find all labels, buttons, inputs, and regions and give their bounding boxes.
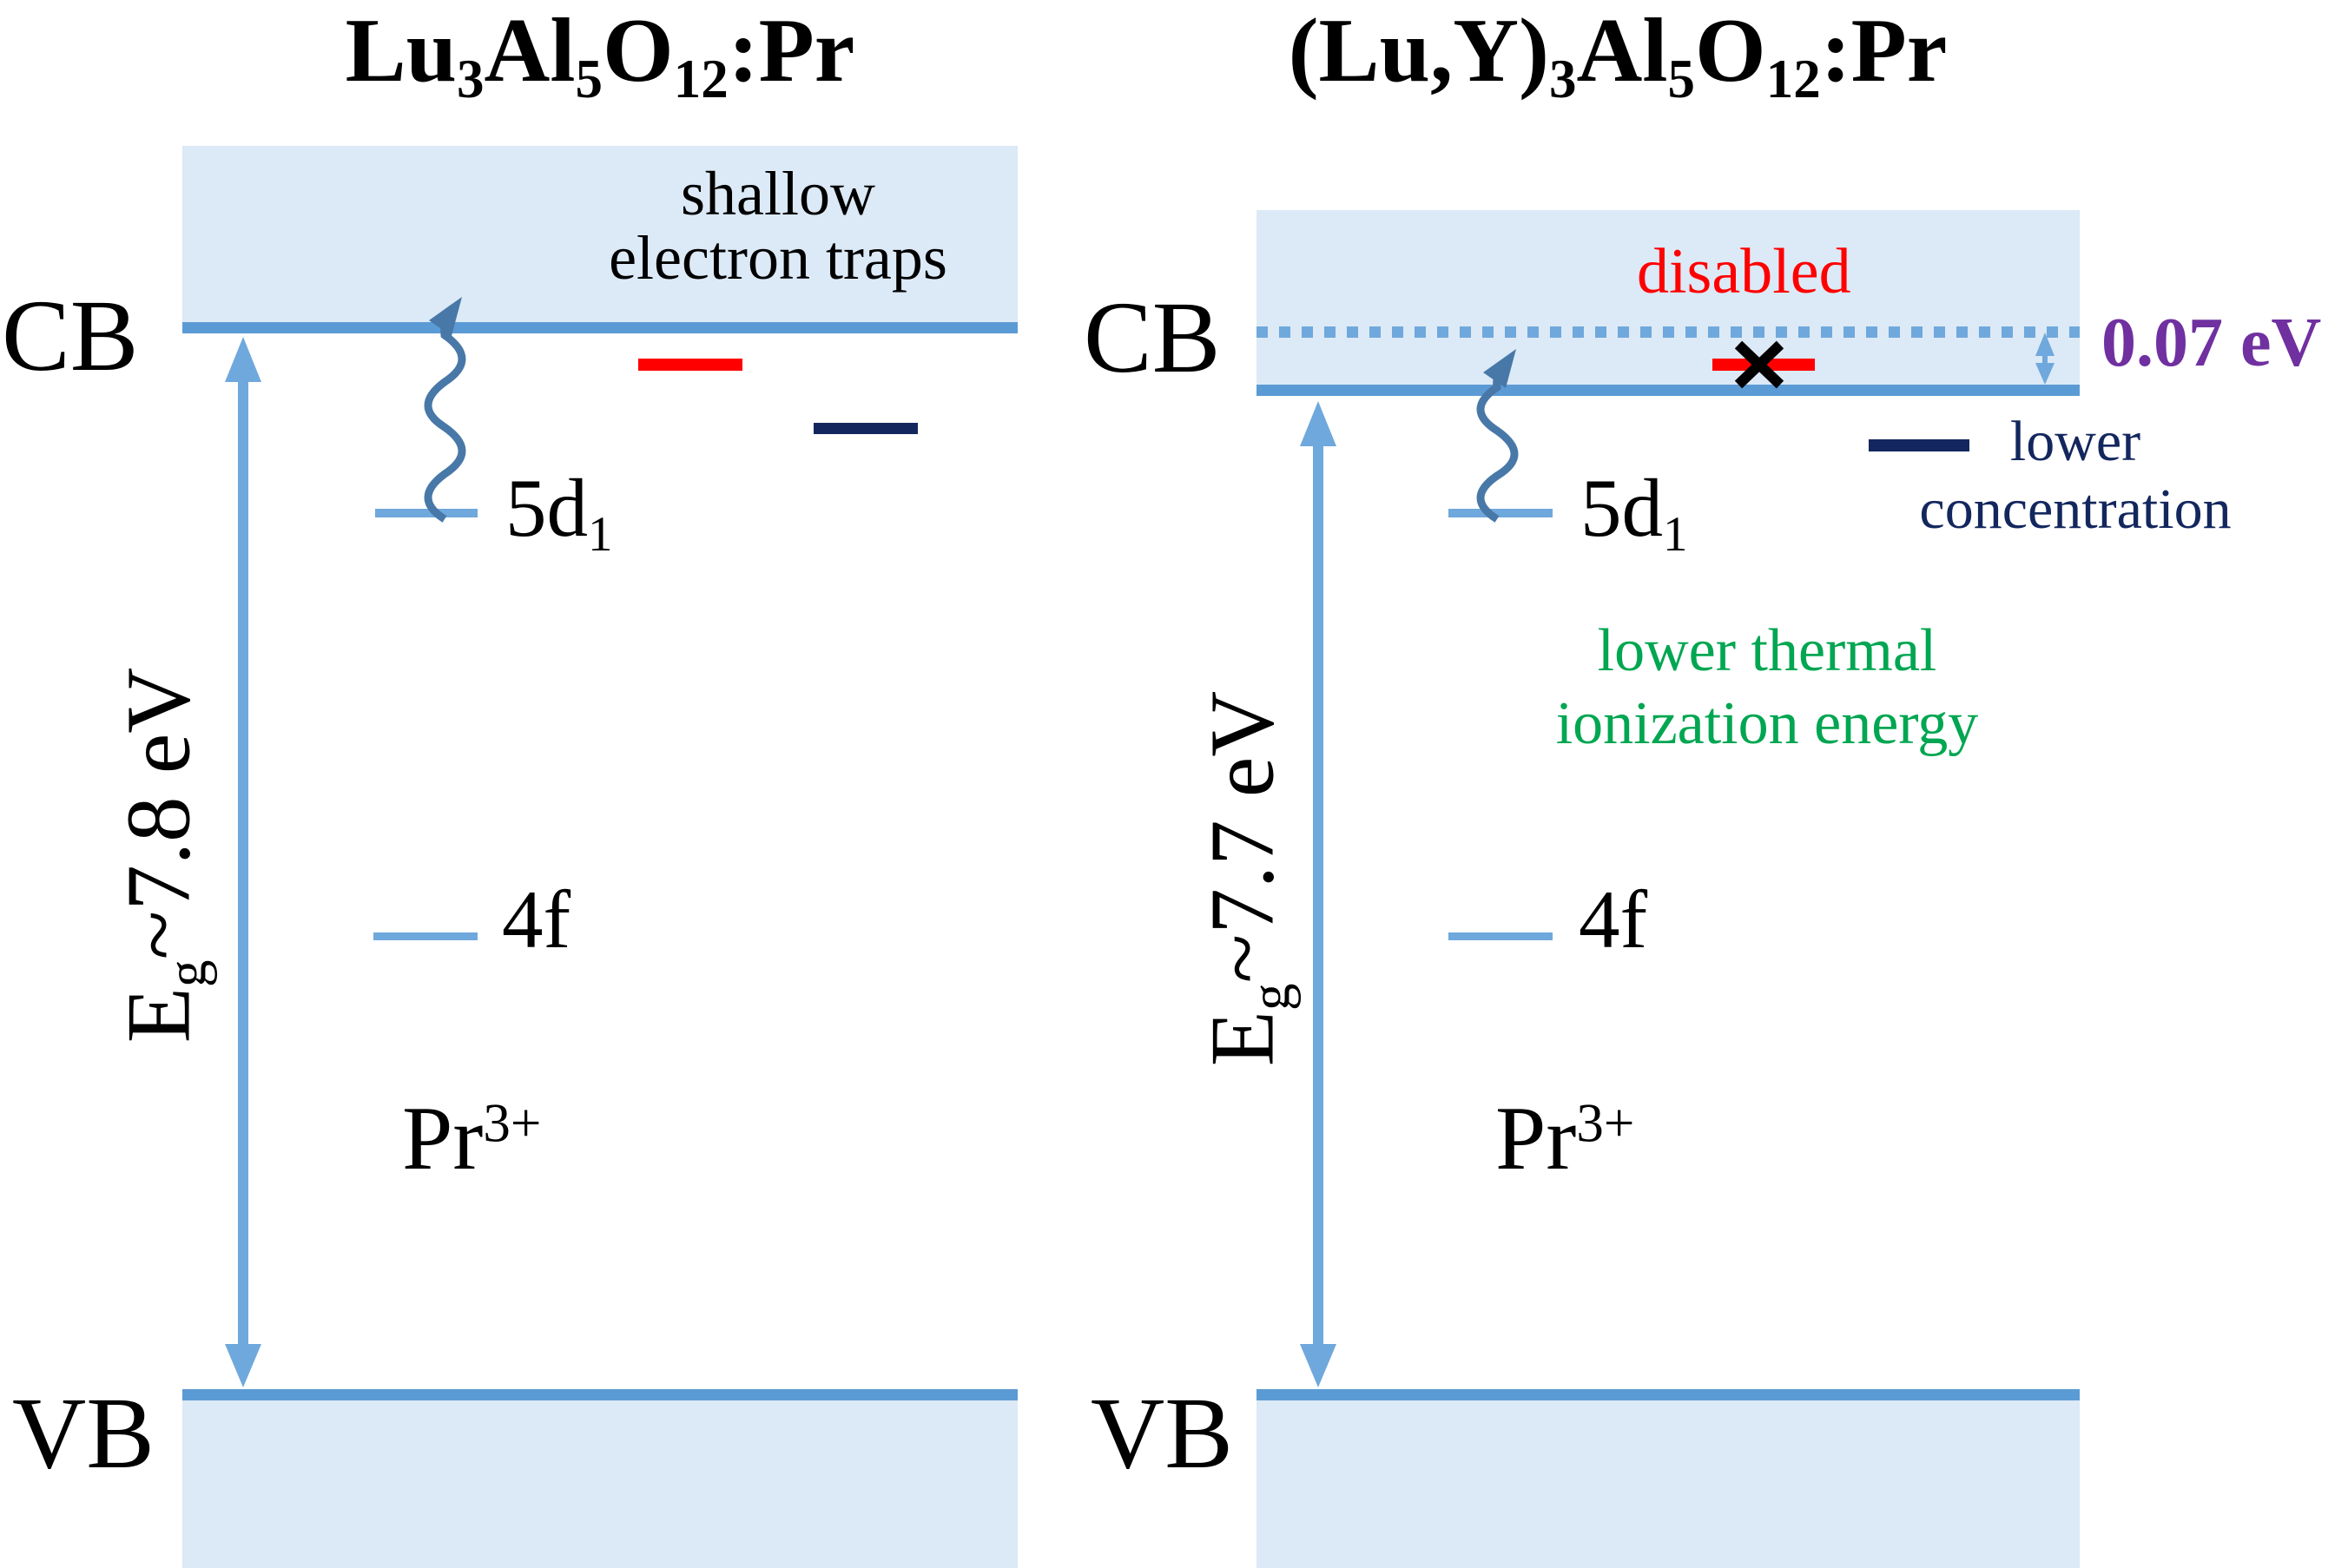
- shallow-traps-note: shallow electron traps: [538, 161, 1018, 290]
- cb-edge-line-right: [1256, 385, 2080, 396]
- disabled-label: disabled: [1637, 236, 1851, 307]
- left-title: Lu3Al5O12:Pr: [345, 0, 855, 109]
- vb-label-left: VB: [12, 1376, 155, 1490]
- lower-concentration-note: lower concentration: [1850, 408, 2301, 544]
- bandgap-label-left: Eg~7.8 eV: [107, 667, 218, 1044]
- shallow-traps-note-line2: electron traps: [609, 223, 947, 293]
- vb-edge-line-left: [182, 1389, 1018, 1400]
- thermal-ionization-note: lower thermal ionization energy: [1468, 615, 2067, 761]
- shallow-trap-level-red-left: [638, 359, 742, 371]
- valence-band-box-right: [1256, 1400, 2080, 1568]
- pr-ion-label-right: Pr3+: [1495, 1087, 1635, 1189]
- x-mark-icon: [1734, 340, 1784, 389]
- valence-band-box-left: [182, 1400, 1018, 1568]
- vb-edge-line-right: [1256, 1389, 2080, 1400]
- 4f-level-line-right: [1448, 932, 1553, 940]
- lower-concentration-note-line1: lower: [2009, 410, 2141, 473]
- thermal-ionization-note-line2: ionization energy: [1555, 690, 1979, 757]
- bandgap-label-right: Eg~7.7 eV: [1190, 690, 1302, 1067]
- thermal-ionization-note-line1: lower thermal: [1597, 617, 1937, 684]
- bandgap-arrow-left: [225, 337, 261, 1387]
- 4f-label-right: 4f: [1579, 873, 1648, 965]
- deep-trap-level-navy-left: [814, 423, 918, 434]
- vb-label-right: VB: [1091, 1376, 1233, 1490]
- 5d1-level-line-right: [1448, 509, 1553, 517]
- ionization-wavy-arrow-left: [424, 297, 466, 523]
- offset-energy-label: 0.07 eV: [2101, 305, 2322, 381]
- conduction-band-box-right: [1256, 210, 2080, 385]
- 5d1-label-right: 5d1: [1580, 462, 1688, 563]
- offset-double-arrow: [2035, 333, 2054, 385]
- ionization-wavy-arrow-right: [1476, 349, 1519, 523]
- old-cb-dotted-line-right: [1256, 326, 2080, 338]
- lower-concentration-note-line2: concentration: [1919, 478, 2232, 541]
- bandgap-arrow-right: [1300, 401, 1336, 1387]
- shallow-traps-note-line1: shallow: [681, 159, 875, 228]
- conduction-band-box-left: [182, 146, 1018, 322]
- 4f-label-left: 4f: [502, 873, 571, 965]
- right-title: (Lu,Y)3Al5O12:Pr: [1288, 0, 1948, 109]
- 4f-level-line-left: [373, 932, 478, 940]
- 5d1-label-left: 5d1: [505, 462, 613, 563]
- 5d1-level-line-left: [375, 509, 478, 517]
- cb-label-right: CB: [1084, 280, 1221, 394]
- cb-edge-line-left: [182, 322, 1018, 333]
- deep-trap-level-navy-right: [1869, 439, 1969, 451]
- cb-label-left: CB: [2, 279, 139, 392]
- pr-ion-label-left: Pr3+: [402, 1087, 542, 1189]
